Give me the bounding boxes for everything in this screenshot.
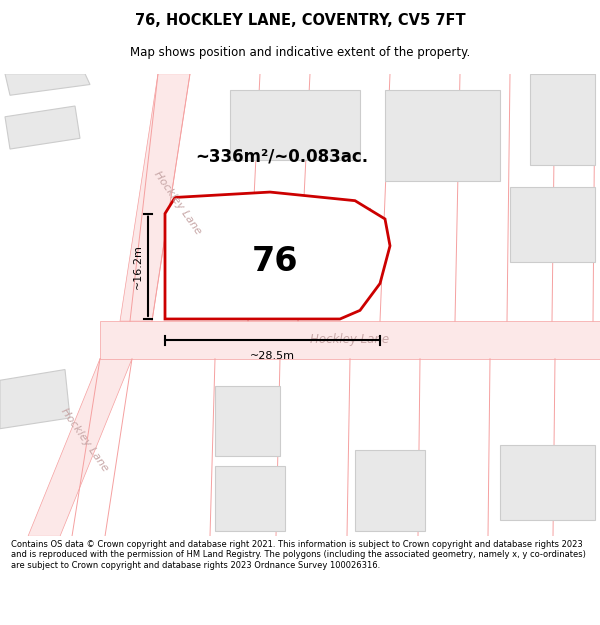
Polygon shape [500, 445, 595, 520]
Polygon shape [0, 369, 70, 429]
Text: ~336m²/~0.083ac.: ~336m²/~0.083ac. [195, 148, 368, 166]
PathPatch shape [165, 192, 390, 319]
Polygon shape [510, 187, 595, 262]
Text: Hockley Lane: Hockley Lane [59, 406, 110, 473]
Polygon shape [225, 208, 370, 289]
Text: 76: 76 [252, 246, 298, 279]
Text: ~16.2m: ~16.2m [133, 244, 143, 289]
Polygon shape [385, 90, 500, 181]
Text: ~28.5m: ~28.5m [250, 351, 295, 361]
Polygon shape [230, 90, 360, 160]
Text: Contains OS data © Crown copyright and database right 2021. This information is : Contains OS data © Crown copyright and d… [11, 540, 586, 569]
Polygon shape [100, 321, 600, 359]
Text: Map shows position and indicative extent of the property.: Map shows position and indicative extent… [130, 46, 470, 59]
Polygon shape [5, 74, 90, 95]
Polygon shape [215, 466, 285, 531]
Polygon shape [28, 359, 132, 536]
Polygon shape [530, 74, 595, 165]
Text: Hockley Lane: Hockley Lane [152, 169, 203, 236]
Text: Hockley Lane: Hockley Lane [310, 333, 389, 346]
Polygon shape [5, 106, 80, 149]
Text: 76, HOCKLEY LANE, COVENTRY, CV5 7FT: 76, HOCKLEY LANE, COVENTRY, CV5 7FT [134, 13, 466, 28]
Polygon shape [215, 386, 280, 456]
Polygon shape [355, 450, 425, 531]
Polygon shape [120, 74, 190, 321]
